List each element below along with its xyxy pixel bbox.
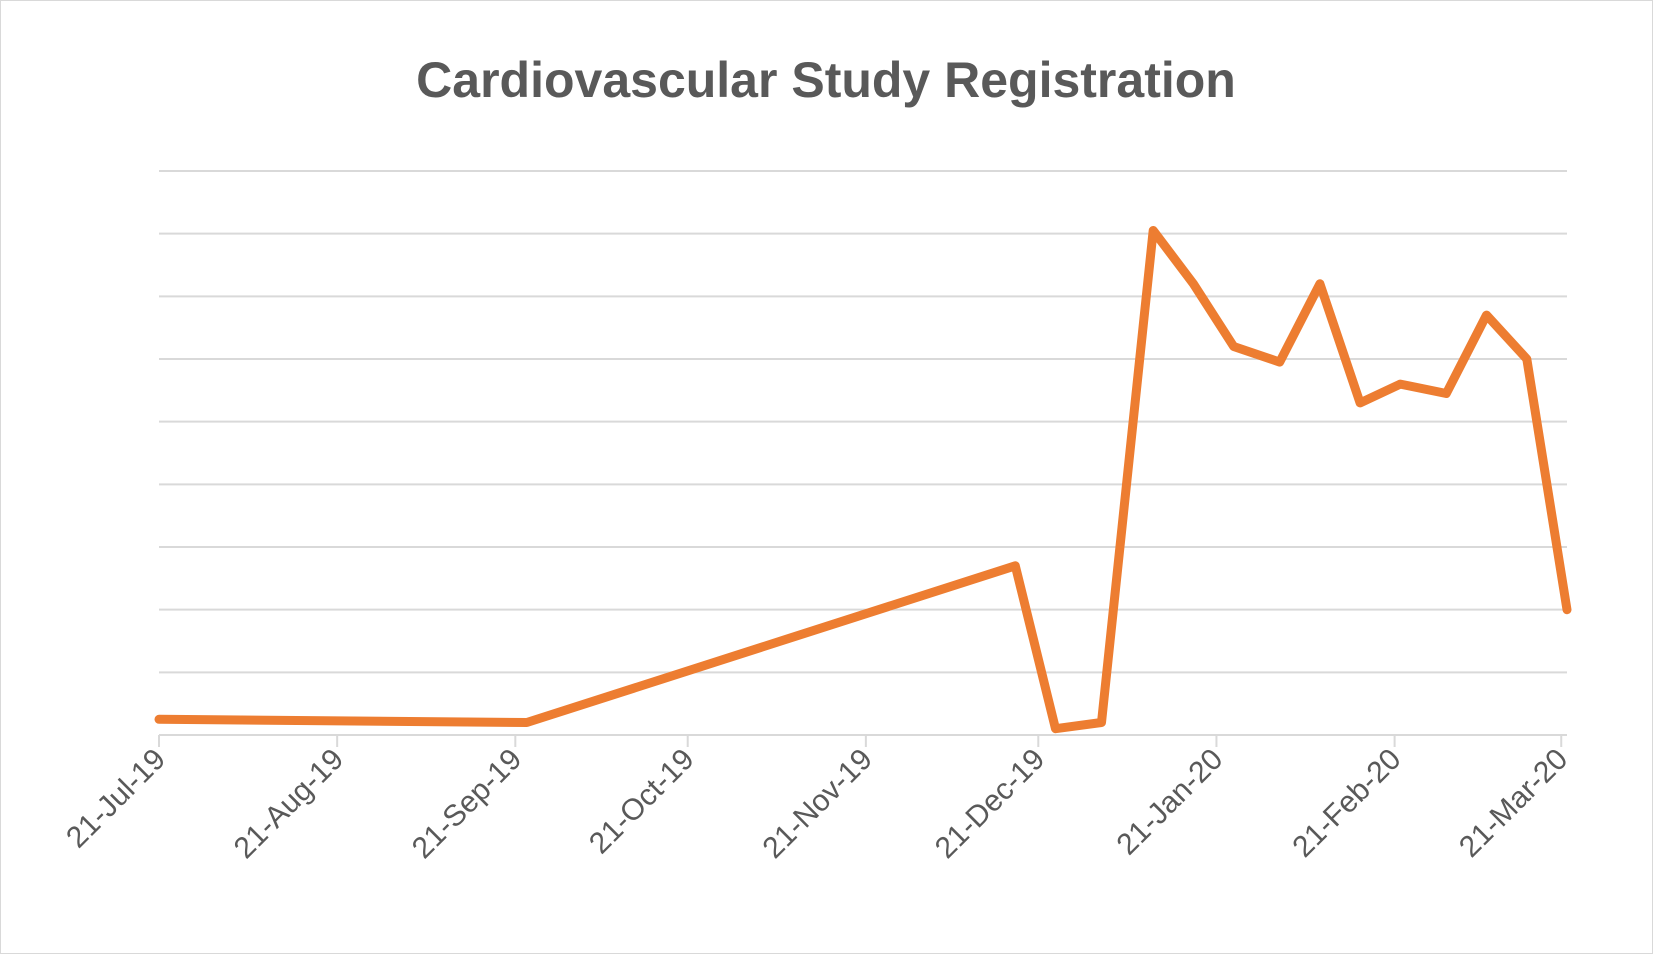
- x-tick-label: 21-Oct-19: [583, 743, 701, 861]
- x-tick-label: 21-Sep-19: [406, 743, 528, 865]
- data-point: [525, 721, 528, 724]
- x-axis: 21-Jul-19 21-Aug-19 21-Sep-19 21-Oct-19 21-N…: [60, 734, 1574, 865]
- x-tick-label: 21-Nov-19: [756, 743, 878, 865]
- x-tick-label: 21-Dec-19: [929, 743, 1051, 865]
- data-point: [1525, 358, 1528, 360]
- data-point: [158, 718, 160, 721]
- series-layer: [154, 226, 1572, 734]
- data-point: [1318, 282, 1321, 285]
- data-point: [1100, 721, 1103, 724]
- data-point: [1192, 282, 1195, 285]
- x-tick-label: 21-Aug-19: [228, 743, 350, 865]
- chart-title: Cardiovascular Study Registration: [416, 52, 1236, 108]
- x-tick-label: 21-Mar-20: [1453, 743, 1574, 864]
- data-point: [1485, 314, 1488, 317]
- x-tick-label: 21-Feb-20: [1286, 743, 1407, 864]
- data-point: [1152, 229, 1155, 232]
- data-point: [1359, 401, 1362, 404]
- gridlines: [159, 170, 1567, 674]
- data-point: [1232, 345, 1235, 348]
- x-tick-label: 21-Jan-20: [1111, 743, 1230, 862]
- data-point: [1566, 608, 1568, 611]
- series-line: [154, 226, 1572, 734]
- data-point: [1054, 727, 1057, 730]
- data-point: [1399, 383, 1402, 386]
- x-tick-label: 21-Jul-19: [60, 743, 172, 855]
- data-point: [1445, 392, 1448, 395]
- data-point: [1014, 564, 1017, 567]
- data-point: [1278, 361, 1281, 364]
